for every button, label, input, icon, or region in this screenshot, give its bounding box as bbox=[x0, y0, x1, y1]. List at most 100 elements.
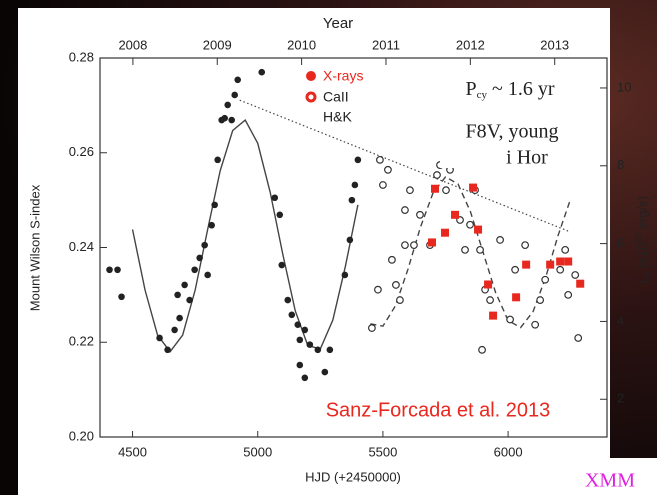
y2-tick-label: 4 bbox=[617, 313, 624, 328]
sindex-point bbox=[211, 201, 218, 209]
sindex-point bbox=[301, 326, 309, 334]
sindex-point-open bbox=[496, 236, 504, 244]
y2-tick-label: 6 bbox=[617, 235, 624, 250]
plot-frame bbox=[99, 57, 608, 438]
sindex-point-open bbox=[506, 315, 515, 324]
sindex-point bbox=[341, 271, 349, 279]
annotation: Pcy ~ 1.6 yr bbox=[466, 78, 555, 101]
y2-label-part: x bbox=[643, 272, 654, 277]
sindex-point-open bbox=[396, 296, 404, 304]
sindex-point bbox=[354, 156, 362, 164]
sindex-point bbox=[191, 266, 198, 274]
sindex-point-open bbox=[410, 241, 418, 250]
sindex-point bbox=[214, 156, 221, 164]
y-tick-label: 0.26 bbox=[69, 144, 94, 159]
legend-swatch bbox=[305, 91, 317, 103]
sindex-point bbox=[346, 236, 354, 244]
xray-point bbox=[484, 280, 493, 289]
sindex-point-open bbox=[416, 210, 424, 219]
sindex-point bbox=[208, 221, 215, 229]
y2-label-part: (x10 bbox=[635, 243, 650, 272]
sindex-point bbox=[164, 346, 171, 354]
sindex-point-open bbox=[461, 245, 469, 254]
y2-tick-label: 8 bbox=[617, 157, 624, 172]
sindex-point bbox=[231, 91, 238, 99]
sindex-point-open bbox=[466, 220, 474, 229]
sindex-point-open bbox=[374, 285, 382, 294]
sindex-point bbox=[171, 326, 178, 334]
sindex-point bbox=[301, 374, 309, 382]
sindex-point bbox=[306, 341, 314, 348]
mission-label: XMM bbox=[585, 470, 635, 492]
x-tick-label: 4500 bbox=[118, 444, 147, 459]
x-tick-label: 5500 bbox=[368, 444, 397, 459]
sindex-point-open bbox=[511, 265, 520, 274]
sindex-point bbox=[321, 368, 329, 376]
sindex-point-open bbox=[564, 290, 573, 299]
sindex-point-open bbox=[433, 171, 441, 179]
sindex-point-open bbox=[376, 155, 384, 164]
xray-point bbox=[489, 311, 498, 320]
y2-label-part: erg/s) bbox=[635, 196, 650, 233]
xray-point bbox=[512, 293, 521, 302]
x2-tick-label: 2010 bbox=[287, 37, 316, 52]
sindex-point bbox=[234, 76, 242, 84]
xray-point bbox=[474, 225, 483, 234]
sindex-point bbox=[278, 261, 286, 269]
sindex-point-open bbox=[536, 296, 545, 304]
x2-tick-label: 2009 bbox=[203, 37, 232, 52]
sindex-point bbox=[284, 296, 292, 304]
credit: Sanz-Forcada et al. 2013 bbox=[326, 399, 551, 421]
x2-label: Year bbox=[323, 15, 353, 32]
sindex-point bbox=[106, 266, 113, 274]
sindex-point bbox=[114, 266, 121, 274]
sindex-point-open bbox=[478, 345, 486, 354]
y2-label-part: 28 bbox=[633, 233, 643, 243]
sindex-point-open bbox=[379, 181, 387, 189]
sindex-point bbox=[351, 181, 359, 189]
sindex-point bbox=[296, 336, 304, 344]
credit-bg bbox=[280, 396, 595, 424]
sindex-point-open bbox=[384, 165, 392, 174]
sindex-point-open bbox=[574, 334, 583, 342]
sindex-point bbox=[271, 194, 279, 202]
annotation: i Hor bbox=[506, 147, 548, 169]
sindex-point-open bbox=[388, 255, 396, 264]
sindex-point bbox=[326, 346, 334, 354]
sindex-point-open bbox=[406, 186, 414, 195]
annotation-part: cy bbox=[477, 89, 488, 101]
xray-point bbox=[546, 260, 555, 269]
y-tick-label: 0.22 bbox=[69, 334, 94, 349]
sindex-point-open bbox=[368, 324, 376, 332]
xray-point bbox=[564, 257, 573, 266]
sindex-point bbox=[181, 281, 188, 289]
xray-point bbox=[441, 228, 450, 237]
sindex-point bbox=[176, 314, 183, 322]
sindex-point-open bbox=[401, 206, 409, 214]
sindex-point bbox=[288, 311, 296, 319]
sindex-point bbox=[224, 101, 231, 109]
sindex-point bbox=[221, 114, 228, 122]
y2-label-part: L bbox=[635, 277, 650, 284]
sindex-point-open bbox=[571, 271, 580, 279]
legend-swatch bbox=[306, 71, 316, 81]
x2-tick-label: 2011 bbox=[372, 37, 400, 52]
sindex-point bbox=[201, 241, 208, 249]
sindex-point-open bbox=[521, 241, 530, 250]
sindex-point-open bbox=[486, 296, 494, 304]
y-tick-label: 0.28 bbox=[69, 49, 94, 64]
x-tick-label: 6000 bbox=[494, 444, 523, 459]
sindex-point-open bbox=[392, 281, 400, 289]
xray-point bbox=[522, 260, 531, 269]
y2-label: Lx (x1028 erg/s) bbox=[633, 196, 653, 284]
xray-point bbox=[427, 238, 436, 247]
sindex-point bbox=[294, 321, 302, 329]
sindex-point bbox=[296, 361, 304, 369]
y-label: Mount Wilson S-index bbox=[27, 184, 42, 311]
sindex-point-open bbox=[401, 241, 409, 250]
xray-point bbox=[430, 184, 439, 193]
sindex-point bbox=[228, 116, 235, 124]
x2-tick-label: 2012 bbox=[456, 37, 485, 52]
sindex-point bbox=[348, 196, 356, 204]
